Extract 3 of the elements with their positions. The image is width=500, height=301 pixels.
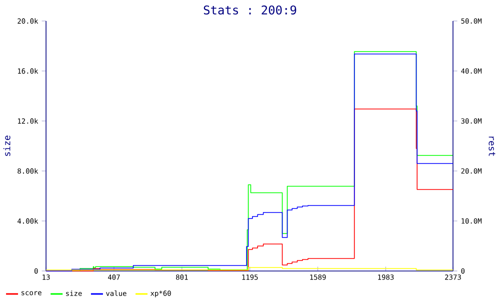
chart-title: Stats : 200:9 (204, 5, 296, 14)
y-axis-title: size (3, 135, 10, 156)
y2-axis-title: rest (488, 136, 496, 156)
